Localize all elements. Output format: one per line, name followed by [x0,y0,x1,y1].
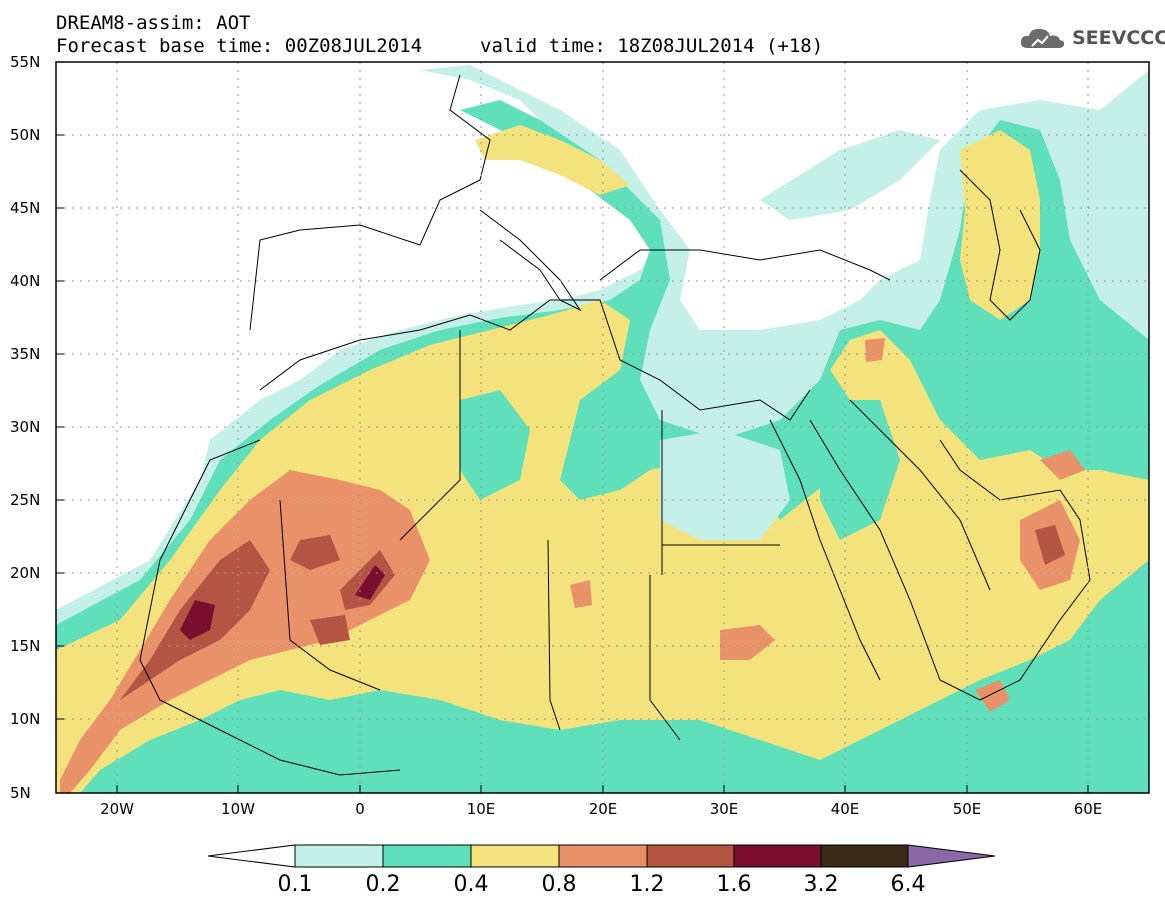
coast-europe [249,74,491,331]
aot-contour-0-1-east [760,130,940,220]
colorbar-label: 0.4 [453,872,489,897]
coast-arabia [809,419,1091,701]
gridlines [56,62,1149,793]
lat-label-25n: 25N [10,491,41,509]
colorbar-label: 1.6 [716,872,752,897]
colorbar-bin-0-8 [558,844,648,868]
aot-contour-1-6-niger [355,565,385,600]
colorbar-label: 1.2 [629,872,665,897]
aot-contour-0-8-chad [720,625,775,660]
lat-label-10n: 10N [10,710,41,728]
coast-africa-west [139,439,401,776]
colorbar-bin-1-2 [646,844,735,868]
border-algeria [399,330,461,541]
lat-label-45n: 45N [10,199,41,217]
colorbar-label: 0.8 [541,872,577,897]
aot-contour-1-2-mauritania [310,615,350,645]
colorbar-high-arrow [907,844,996,868]
border-sudan [649,575,681,741]
aot-contour-0-8-iraq [865,338,885,362]
border-chad [547,539,561,731]
colorbar-bin-0-2 [382,844,472,868]
cloud-icon [1020,28,1065,48]
clear-patch-saudi [820,400,900,540]
lat-label-30n: 30N [10,418,41,436]
colorbar-label: 6.4 [890,872,926,897]
coast-med-south [259,299,811,421]
lat-label-15n: 15N [10,637,41,655]
country-borders [139,74,1091,776]
aot-contour-0-4-caspian [960,130,1040,320]
aot-contour-0-8-gulf [1040,450,1085,480]
lon-label-10w: 10W [221,800,255,818]
border-saudi [849,399,991,591]
aot-contour-1-2-mali [290,535,340,570]
colorbar-bin-3-2 [820,844,909,868]
coast-red-sea [769,419,881,681]
lon-label-60e: 60E [1073,800,1103,818]
colorbar-bin-1-6 [733,844,822,868]
lat-label-20n: 20N [10,564,41,582]
aot-contour-0-4-north [475,125,630,195]
clear-patch-egypt [660,430,790,540]
aot-contour-0-8-west [60,470,430,793]
colorbar-label: 0.2 [365,872,401,897]
colorbar-bin-0-1 [294,844,384,868]
logo-text: SEEVCCC [1072,27,1165,49]
lon-label-50e: 50E [952,800,982,818]
aot-field [56,65,1149,793]
colorbar-label: 0.1 [277,872,313,897]
lon-label-10e: 10E [466,800,496,818]
colorbar-bin-0-4 [470,844,560,868]
aot-contour-0-8-central [570,580,592,608]
aot-contour-1-6-west [180,600,215,640]
map-frame [55,61,1150,794]
coast-greece-turkey [599,249,891,281]
colorbar-label: 3.2 [803,872,839,897]
border-mali [279,499,381,691]
lon-label-0: 0 [355,800,365,818]
lon-label-20e: 20E [588,800,618,818]
lon-label-30e: 30E [709,800,739,818]
map-title: DREAM8-assim: AOT [56,12,251,34]
lat-label-40n: 40N [10,272,41,290]
lon-label-40e: 40E [830,800,860,818]
seevccc-logo: SEEVCCC [1018,24,1165,52]
coast-italy [479,209,582,312]
lat-label-55n: 55N [10,53,41,71]
colorbar [207,844,996,868]
lon-label-20w: 20W [100,800,134,818]
lat-label-50n: 50N [10,126,41,144]
coast-caspian [959,169,1041,321]
aot-contour-1-2-oman [1035,525,1065,565]
aot-contour-0-8-yemen [975,680,1010,712]
lat-label-5n: 5N [10,784,31,802]
lat-label-35n: 35N [10,345,41,363]
forecast-base-time: Forecast base time: 00Z08JUL2014 [56,35,423,57]
colorbar-low-arrow [207,844,296,868]
valid-time: valid time: 18Z08JUL2014 (+18) [480,35,824,57]
clear-patch-libya [460,390,530,500]
